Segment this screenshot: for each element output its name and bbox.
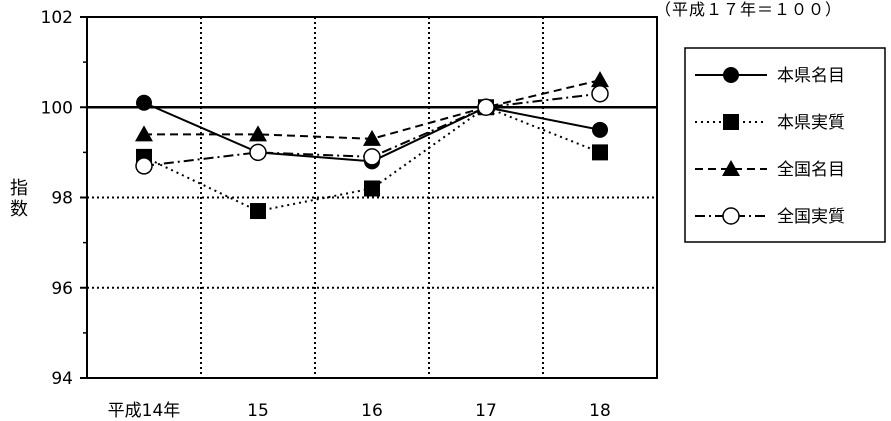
series-3-point [249,125,267,142]
base-year-note: （平成１７年＝１００） [655,0,842,19]
y-tick-label: 100 [41,98,73,118]
x-tick-label: 平成14年 [108,401,181,421]
legend-marker-4 [722,207,740,225]
series-4-point [249,143,267,162]
y-tick-label: 98 [51,189,73,209]
series-4-point [477,98,495,116]
legend-label-2: 本県実質 [777,113,845,133]
series-1-point [136,94,152,111]
series-1-point [592,121,608,138]
legend-marker-1 [723,67,739,83]
x-tick-label: 16 [361,401,383,421]
y-tick-label: 94 [51,369,73,389]
series-4-point [591,84,609,103]
legend-label-1: 本県名目 [777,66,845,86]
series-3-point [135,125,153,142]
series-2-point [364,180,380,197]
legend-marker-2 [723,114,739,130]
series-3-point [591,71,609,88]
legend-box [684,47,886,243]
series-line-2 [143,106,601,213]
x-tick-label: 17 [475,401,497,421]
series-4-point [135,157,153,175]
y-tick-label: 102 [41,8,73,28]
plot-area: 94 96 98 100 102 平成14年 15 16 17 18 [41,8,658,421]
x-tick-label: 18 [589,401,611,421]
legend-label-3: 全国名目 [777,160,845,180]
series-2-point [250,203,266,220]
y-axis-label-line2: 数 [10,199,28,220]
series-3-point [363,129,381,146]
y-tick-label: 96 [51,279,73,299]
legend-marker-3 [722,160,740,176]
y-axis-label-line1: 指 [10,178,28,199]
legend-label-4: 全国実質 [777,207,845,227]
series-4-point [363,148,381,166]
x-tick-label: 15 [247,401,269,421]
series-2-point [592,144,608,161]
